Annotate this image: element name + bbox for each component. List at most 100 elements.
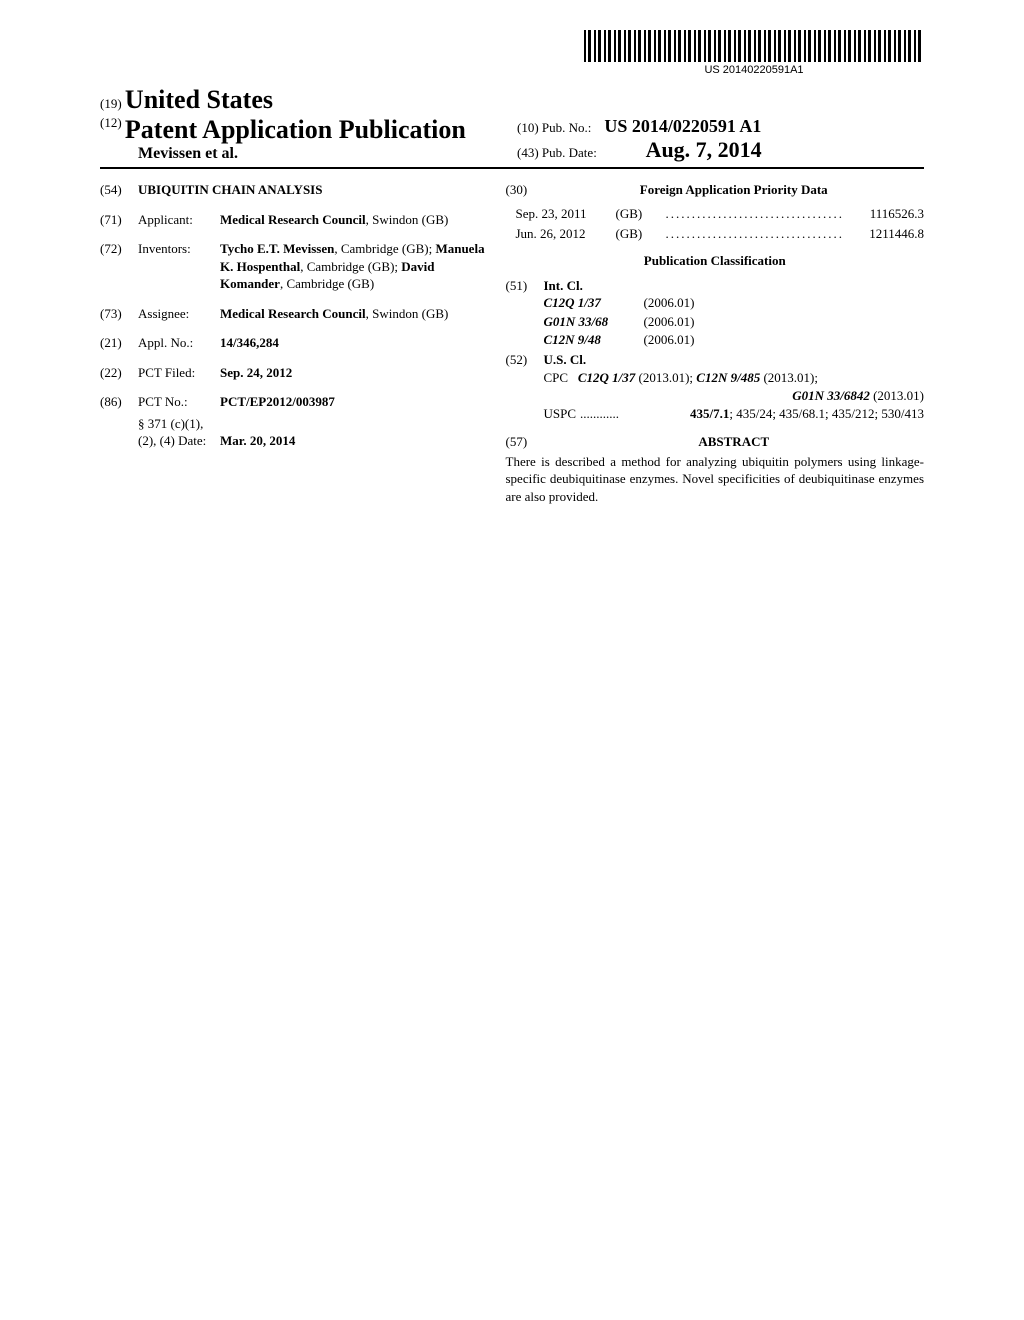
priority-country-0: (GB)	[616, 205, 666, 223]
inventors-value: Tycho E.T. Mevissen, Cambridge (GB); Man…	[220, 240, 486, 293]
pct-no-row: (86) PCT No.: PCT/EP2012/003987	[100, 393, 486, 411]
uspc-primary: 435/7.1	[690, 406, 729, 421]
code-51: (51)	[506, 277, 544, 295]
pct-date-row: (2), (4) Date: Mar. 20, 2014	[100, 432, 486, 450]
cpc-label: CPC	[544, 370, 569, 385]
assignee-row: (73) Assignee: Medical Research Council,…	[100, 305, 486, 323]
cpc-year-3: (2013.01)	[873, 388, 924, 403]
pub-date-value: Aug. 7, 2014	[646, 137, 762, 162]
inventor-3-loc: , Cambridge (GB)	[280, 276, 374, 291]
intcl-row: (51) Int. Cl.	[506, 277, 925, 295]
appl-no-value: 14/346,284	[220, 334, 486, 352]
intcl-item-2: C12N 9/48 (2006.01)	[506, 331, 925, 349]
applicant-row: (71) Applicant: Medical Research Council…	[100, 211, 486, 229]
barcode-text: US 20140220591A1	[584, 64, 924, 76]
cpc-year-1: (2013.01);	[639, 370, 694, 385]
code-22: (22)	[100, 364, 138, 382]
uspc-values: 435/7.1; 435/24; 435/68.1; 435/212; 530/…	[623, 405, 924, 423]
intcl-code-2: C12N 9/48	[544, 331, 644, 349]
code-71: (71)	[100, 211, 138, 229]
inventor-1-loc: , Cambridge (GB);	[334, 241, 432, 256]
uspc-dots: ............	[576, 405, 623, 423]
intcl-spacer-1	[506, 313, 544, 331]
code-12: (12)	[100, 115, 122, 130]
invention-title: UBIQUITIN CHAIN ANALYSIS	[138, 181, 486, 199]
assignee-name: Medical Research Council	[220, 306, 366, 321]
inventors-row: (72) Inventors: Tycho E.T. Mevissen, Cam…	[100, 240, 486, 293]
intcl-code-0: C12Q 1/37	[544, 294, 644, 312]
pub-no-line: (10) Pub. No.: US 2014/0220591 A1	[517, 116, 924, 137]
uspc-line: USPC ............ 435/7.1; 435/24; 435/6…	[506, 405, 925, 423]
pct-no-value: PCT/EP2012/003987	[220, 393, 486, 411]
barcode: US 20140220591A1	[584, 30, 924, 76]
foreign-heading-row: (30) Foreign Application Priority Data	[506, 181, 925, 199]
abstract-heading: ABSTRACT	[544, 433, 925, 451]
pct-371-text: § 371 (c)(1),	[138, 415, 486, 433]
header-left: (19) United States (12) Patent Applicati…	[100, 85, 507, 163]
code-73: (73)	[100, 305, 138, 323]
priority-dots-1: ..................................	[666, 225, 845, 243]
priority-num-1: 1211446.8	[844, 225, 924, 243]
classification-heading: Publication Classification	[506, 253, 925, 269]
cpc-line-2: G01N 33/6842 (2013.01)	[506, 387, 925, 405]
assignee-label: Assignee:	[138, 305, 220, 323]
assignee-value: Medical Research Council, Swindon (GB)	[220, 305, 486, 323]
code-72: (72)	[100, 240, 138, 293]
pct-filed-row: (22) PCT Filed: Sep. 24, 2012	[100, 364, 486, 382]
line-12: (12) Patent Application Publication	[100, 115, 507, 145]
barcode-section: US 20140220591A1	[100, 30, 924, 77]
code-54: (54)	[100, 181, 138, 199]
cpc-line-1: CPC C12Q 1/37 (2013.01); C12N 9/485 (201…	[506, 369, 925, 387]
priority-date-0: Sep. 23, 2011	[516, 205, 616, 223]
title-row: (54) UBIQUITIN CHAIN ANALYSIS	[100, 181, 486, 199]
header-row: (19) United States (12) Patent Applicati…	[100, 85, 924, 169]
applicant-name: Medical Research Council	[220, 212, 366, 227]
appl-no-label: Appl. No.:	[138, 334, 220, 352]
priority-date-1: Jun. 26, 2012	[516, 225, 616, 243]
code-30: (30)	[506, 181, 544, 199]
left-column: (54) UBIQUITIN CHAIN ANALYSIS (71) Appli…	[100, 181, 486, 505]
intcl-code-1: G01N 33/68	[544, 313, 644, 331]
pub-date-line: (43) Pub. Date: Aug. 7, 2014	[517, 137, 924, 163]
intcl-spacer-2	[506, 331, 544, 349]
pub-no-value: US 2014/0220591 A1	[604, 116, 761, 136]
pct-filed-label: PCT Filed:	[138, 364, 220, 382]
cpc-code-1: C12Q 1/37	[578, 370, 635, 385]
inventor-2-loc: , Cambridge (GB);	[300, 259, 401, 274]
applicant-value: Medical Research Council, Swindon (GB)	[220, 211, 486, 229]
authors-line: Mevissen et al.	[100, 145, 507, 163]
code-21: (21)	[100, 334, 138, 352]
barcode-bars	[584, 30, 924, 62]
priority-dots-0: ..................................	[666, 205, 845, 223]
priority-num-0: 1116526.3	[844, 205, 924, 223]
pct-371-spacer	[100, 415, 138, 433]
appl-no-row: (21) Appl. No.: 14/346,284	[100, 334, 486, 352]
content-columns: (54) UBIQUITIN CHAIN ANALYSIS (71) Appli…	[100, 181, 924, 505]
pct-date-spacer	[100, 432, 138, 450]
cpc-code-2: C12N 9/485	[696, 370, 760, 385]
pct-371-row: § 371 (c)(1),	[100, 415, 486, 433]
applicant-loc: , Swindon (GB)	[366, 212, 449, 227]
cpc-year-2: (2013.01);	[763, 370, 818, 385]
intcl-year-1: (2006.01)	[644, 313, 695, 331]
pct-date-value: Mar. 20, 2014	[220, 432, 486, 450]
country-name: United States	[125, 85, 273, 114]
code-19: (19)	[100, 96, 122, 111]
code-10: (10)	[517, 120, 539, 135]
intcl-spacer-0	[506, 294, 544, 312]
cpc-code-3: G01N 33/6842	[792, 388, 870, 403]
inventors-label: Inventors:	[138, 240, 220, 293]
pub-date-label: Pub. Date:	[542, 145, 597, 160]
applicant-label: Applicant:	[138, 211, 220, 229]
right-column: (30) Foreign Application Priority Data S…	[506, 181, 925, 505]
intcl-item-1: G01N 33/68 (2006.01)	[506, 313, 925, 331]
intcl-year-0: (2006.01)	[644, 294, 695, 312]
inventor-1: Tycho E.T. Mevissen	[220, 241, 334, 256]
pct-no-label: PCT No.:	[138, 393, 220, 411]
uspc-label: USPC	[544, 405, 577, 423]
pct-date-label: (2), (4) Date:	[138, 432, 220, 450]
abstract-heading-row: (57) ABSTRACT	[506, 433, 925, 451]
priority-country-1: (GB)	[616, 225, 666, 243]
code-43: (43)	[517, 145, 539, 160]
line-19: (19) United States	[100, 85, 507, 115]
